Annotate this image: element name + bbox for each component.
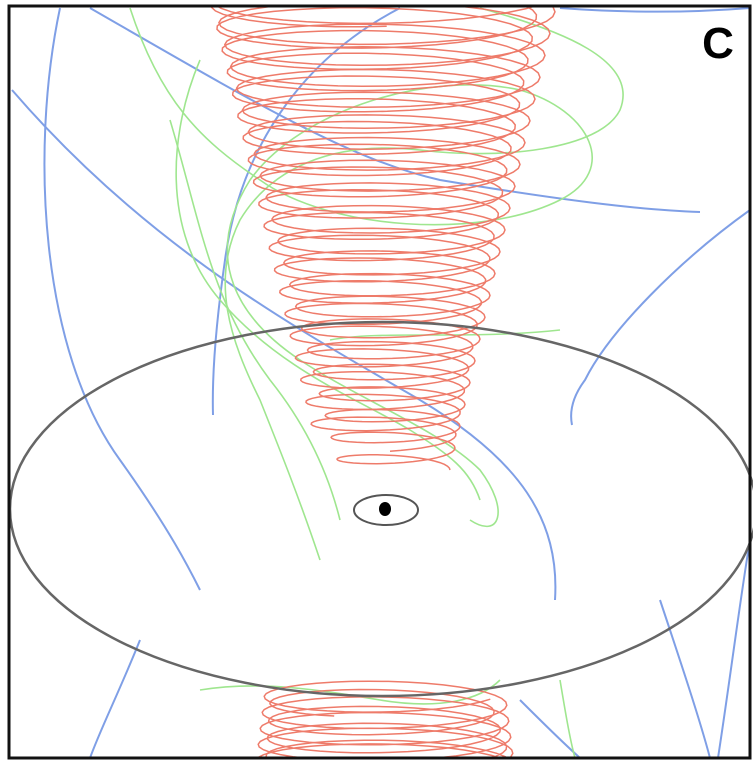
blue-trajectories (11, 7, 750, 758)
blue-curve (559, 7, 750, 13)
blue-curve (659, 599, 711, 758)
red-helix (210, 6, 538, 452)
blue-curve (717, 539, 750, 758)
green-curve (175, 59, 481, 501)
blue-curve (89, 639, 141, 758)
green-curve (199, 679, 501, 705)
red-helix (256, 680, 514, 758)
green-curve (169, 119, 341, 521)
blue-curve (89, 7, 701, 213)
red-trajectories (210, 6, 556, 758)
panel-label: C (702, 19, 734, 68)
blue-curve (43, 7, 201, 591)
green-curve (224, 7, 624, 561)
blue-curve (570, 209, 750, 426)
red-helix (265, 688, 509, 758)
trajectories (11, 6, 750, 758)
red-helix (215, 6, 556, 471)
green-curve (559, 679, 576, 758)
center-dot (379, 502, 391, 516)
inner-ellipse (353, 494, 419, 526)
panel-frame (7, 4, 752, 760)
blue-curve (211, 7, 401, 416)
blue-curve (11, 89, 557, 601)
